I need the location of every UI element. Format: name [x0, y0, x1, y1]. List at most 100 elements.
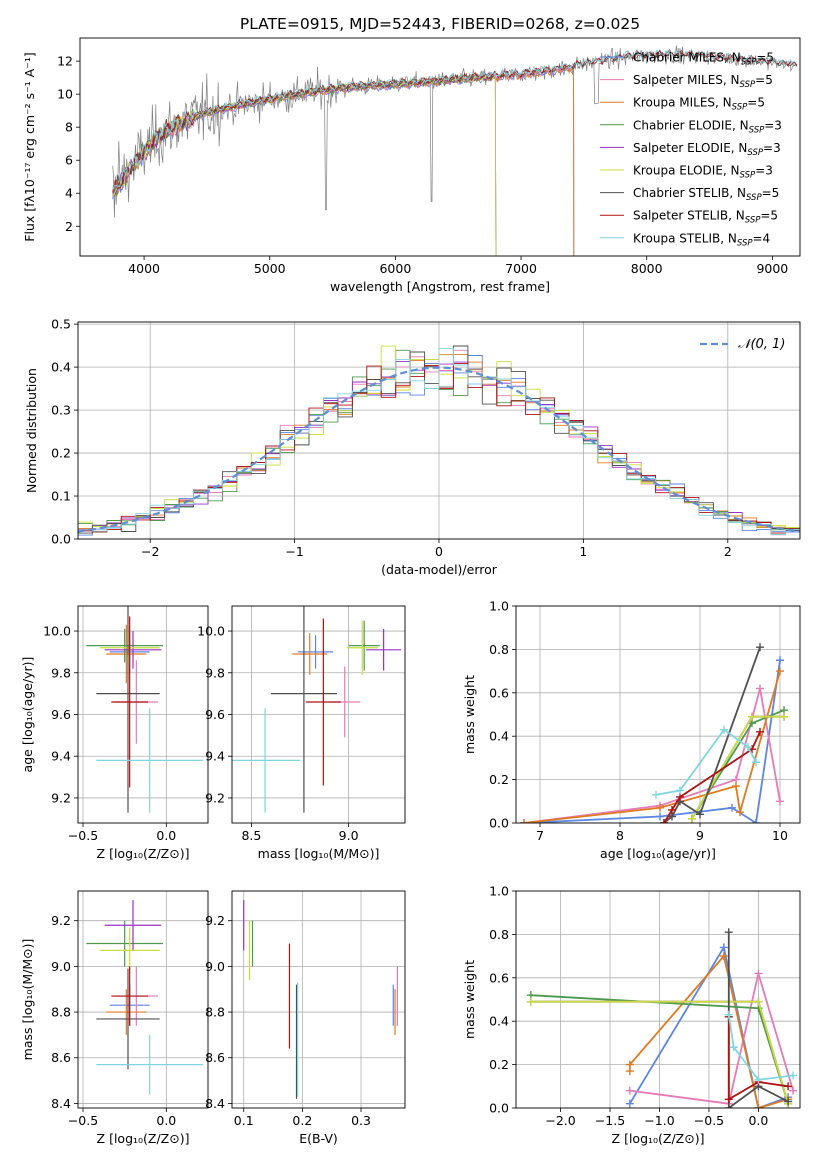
weight-marker [719, 952, 728, 961]
x-tick-label: 9.0 [339, 828, 359, 843]
legend-entry: Kroupa ELODIE, NSSP=3 [633, 164, 773, 181]
residual-histogram [78, 347, 800, 539]
x-tick-label: 1 [579, 544, 587, 559]
x-tick-label: 5000 [254, 261, 286, 276]
y-tick-label: 0.0 [51, 532, 71, 547]
weight-marker [736, 808, 744, 817]
errorbar-point [86, 628, 163, 663]
legend-entry-subscript: SSP [740, 80, 756, 90]
y-tick-label: 8 [65, 120, 73, 135]
mass-vs-EBV-plot-area [232, 891, 405, 1108]
weight-line [727, 1016, 789, 1101]
y-tick-label: 2 [65, 219, 73, 234]
y-tick-label: 9.2 [205, 790, 225, 805]
x-tick-label: 0.0 [156, 1113, 176, 1128]
y-tick-label: 9.0 [205, 959, 225, 974]
residuals-panel: −2 −1 0 1 2 0.0 0.1 0.2 0.3 0.4 0.5 (data-model)/er… [24, 317, 801, 577]
legend-entry: Kroupa MILES, NSSP=5 [633, 96, 765, 113]
weight-marker [724, 928, 733, 937]
errorbar-point [348, 620, 380, 671]
y-tick-label: 1.0 [489, 884, 509, 899]
y-tick-label: 0.0 [489, 816, 509, 831]
legend-entry-tail: =5 [756, 51, 774, 65]
legend-entry: Chabrier MILES, NSSP=5 [633, 51, 774, 68]
legend-entry-label: Chabrier STELIB, N [633, 186, 746, 200]
legend-entry-subscript: SSP [741, 58, 757, 68]
x-axis-label: mass [log₁₀(M/M⊙)] [258, 846, 380, 861]
weight-vs-age-panel: 7 8 9 10 0.0 0.2 0.4 0.6 0.8 1.0 age [log₁₀(age/yr… [462, 599, 801, 861]
legend-entry-tail: =5 [760, 209, 778, 223]
y-tick-label: 9.2 [51, 790, 71, 805]
x-tick-label: −0.5 [694, 1113, 724, 1128]
x-tick-label: 0.1 [234, 1113, 254, 1128]
weight-marker [688, 814, 696, 823]
x-tick-label: −0.5 [68, 828, 98, 843]
weight-marker [660, 819, 668, 823]
y-axis-label: age [log₁₀(age/yr)] [20, 657, 35, 773]
legend-entry-label: Chabrier ELODIE, N [633, 118, 749, 132]
weight-line [629, 969, 794, 1105]
weight-marker [776, 797, 784, 806]
x-axis-label: Z [log₁₀(Z/Z⊙)] [97, 1131, 190, 1146]
legend-entry-tail: =5 [762, 186, 780, 200]
y-tick-label: 9.8 [205, 665, 225, 680]
weight-marker [744, 743, 752, 752]
weight-marker [724, 1095, 733, 1104]
legend-entry-subscript: SSP [740, 171, 756, 181]
legend-entry-subscript: SSP [747, 148, 763, 158]
weight-marker [754, 1104, 763, 1108]
legend-entry: Chabrier STELIB, NSSP=5 [633, 186, 779, 203]
errorbar-point [106, 624, 147, 684]
y-tick-label: 0.8 [489, 642, 509, 657]
weight-marker [789, 1086, 798, 1095]
y-tick-label: 9.2 [205, 913, 225, 928]
errorbar-point [99, 927, 160, 974]
errorbar-point [96, 708, 203, 813]
x-tick-label: 6000 [379, 261, 411, 276]
y-tick-label: 0.2 [489, 772, 509, 787]
x-tick-label: 4000 [128, 261, 160, 276]
weight-vs-Z-frame [515, 890, 801, 1109]
mass-vs-Z-frame [77, 890, 209, 1109]
x-tick-label: 0.0 [156, 828, 176, 843]
residuals-frame [77, 321, 801, 540]
weight-marker [780, 712, 788, 721]
errorbar-point [366, 628, 402, 671]
errorbar-point [111, 966, 148, 1026]
x-tick-label: −1.5 [595, 1113, 625, 1128]
y-tick-label: 12 [57, 54, 73, 69]
y-tick-label: 0.8 [489, 927, 509, 942]
weight-marker [776, 656, 784, 665]
legend-entry-subscript: SSP [745, 216, 761, 226]
residuals-plot-area [78, 322, 800, 539]
x-tick-label: 10 [772, 828, 788, 843]
x-tick-label: 7 [536, 828, 544, 843]
y-tick-label: 8.4 [205, 1096, 225, 1111]
weight-marker [728, 803, 736, 812]
x-tick-label: −2.0 [545, 1113, 575, 1128]
y-axis-label: Flux [fλ10⁻¹⁷ erg cm⁻² s⁻¹ A⁻¹] [22, 52, 37, 241]
y-tick-label: 8.6 [51, 1050, 71, 1065]
weight-marker [784, 1082, 793, 1091]
weight-marker [625, 1099, 634, 1108]
errorbar-point [270, 606, 337, 813]
x-axis-label: wavelength [Angstrom, rest frame] [330, 279, 550, 294]
model-spectrum [112, 65, 575, 256]
y-tick-label: 8.8 [51, 1005, 71, 1020]
legend-entry-tail: =5 [755, 73, 773, 87]
y-tick-label: 10 [57, 87, 73, 102]
y-tick-label: 1.0 [489, 599, 509, 614]
weight-vs-Z-panel: −2.0 −1.5 −1.0 −0.5 0.0 0.0 0.2 0.4 0.6 0.8 1.0 Z [… [462, 884, 801, 1146]
weight-line [727, 1014, 794, 1081]
weight-marker [789, 1071, 798, 1080]
weight-vs-Z-plot-area [516, 891, 800, 1108]
weight-marker [752, 758, 760, 767]
y-tick-label: 4 [65, 186, 73, 201]
model-spectrum [112, 49, 798, 191]
y-tick-label: 0.5 [51, 317, 71, 332]
y-tick-label: 9.4 [205, 749, 225, 764]
legend-entry-subscript: SSP [732, 103, 748, 113]
age-vs-Z-plot-area [78, 606, 208, 823]
x-tick-label: 7000 [505, 261, 537, 276]
